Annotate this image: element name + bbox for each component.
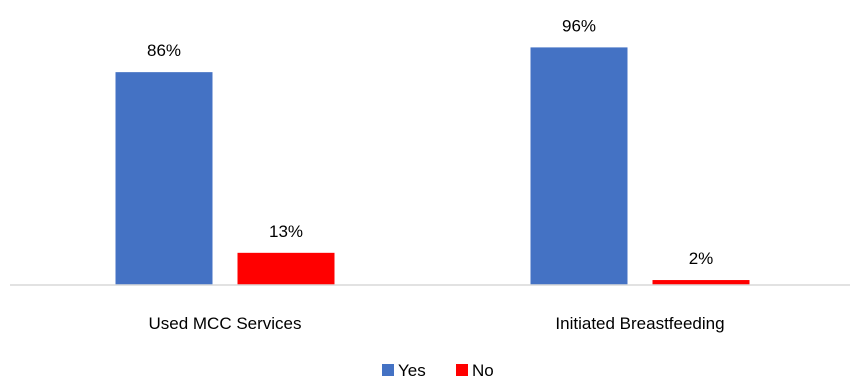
legend-swatch-no xyxy=(456,364,468,376)
legend-label-yes: Yes xyxy=(398,361,426,380)
category-label-1: Used MCC Services xyxy=(148,314,301,333)
legend-label-no: No xyxy=(472,361,494,380)
legend-swatch-yes xyxy=(382,364,394,376)
data-label-no-2: 2% xyxy=(689,249,714,268)
bar-no-2 xyxy=(652,280,750,285)
data-label-yes-2: 96% xyxy=(562,16,596,35)
bar-yes-2 xyxy=(530,47,628,286)
bar-no-1 xyxy=(237,252,335,285)
data-label-yes-1: 86% xyxy=(147,41,181,60)
data-label-no-1: 13% xyxy=(269,222,303,241)
bars-layer xyxy=(115,47,750,286)
labels-layer: 86% 13% Used MCC Services 96% 2% Initiated Br… xyxy=(147,16,725,333)
bar-yes-1 xyxy=(115,72,213,286)
category-label-2: Initiated Breastfeeding xyxy=(555,314,724,333)
legend: Yes No xyxy=(382,361,494,380)
